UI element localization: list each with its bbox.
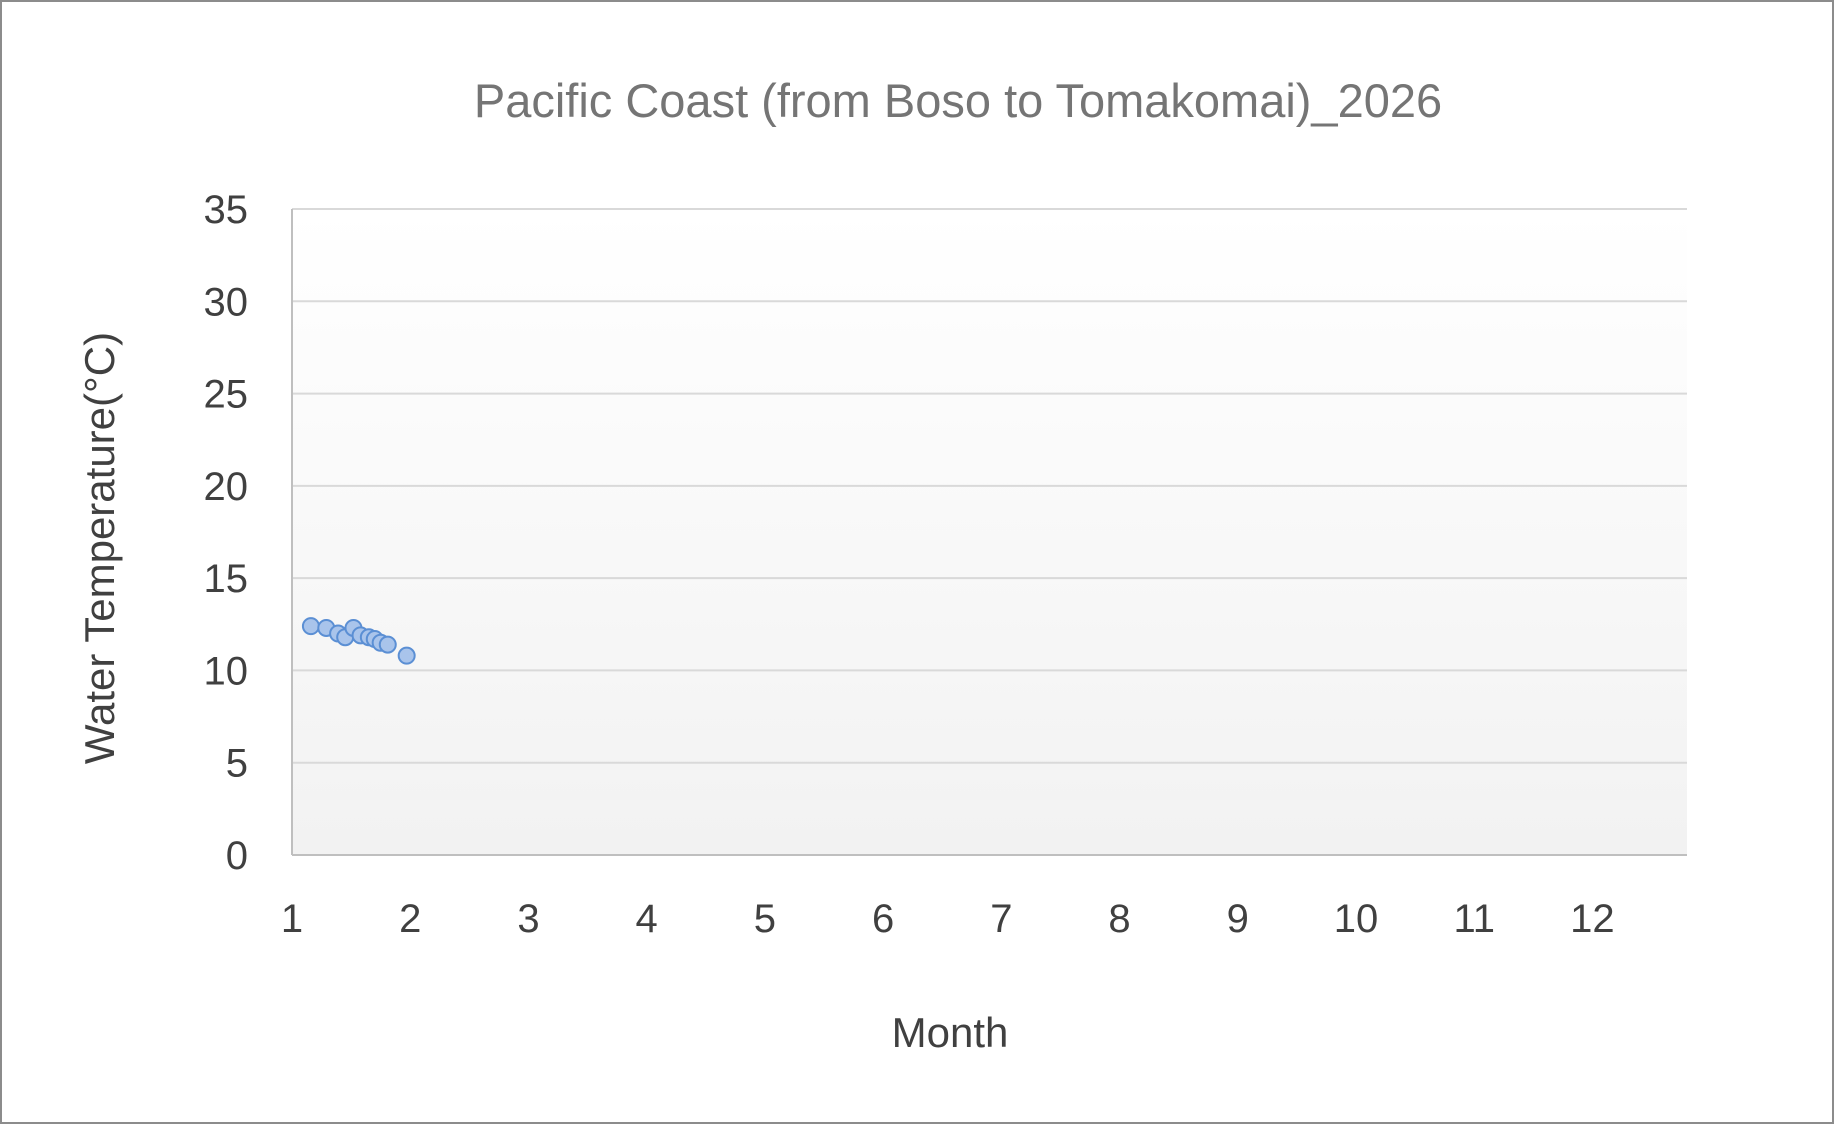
y-tick-label: 25 <box>204 373 249 417</box>
y-tick-label: 35 <box>204 188 249 232</box>
data-point <box>378 635 397 654</box>
plot-area <box>292 209 1687 855</box>
x-tick-label: 2 <box>399 897 421 941</box>
y-tick-label: 20 <box>204 465 249 509</box>
chart-title: Pacific Coast (from Boso to Tomakomai)_2… <box>474 74 1442 127</box>
x-tick-label: 5 <box>754 897 776 941</box>
x-axis-title: Month <box>892 1009 1009 1056</box>
y-tick-label: 30 <box>204 280 249 324</box>
y-tick-label: 15 <box>204 557 249 601</box>
x-tick-label: 9 <box>1227 897 1249 941</box>
x-tick-label: 7 <box>990 897 1012 941</box>
x-tick-label: 1 <box>281 897 303 941</box>
x-tick-label: 10 <box>1334 897 1379 941</box>
x-tick-label: 3 <box>517 897 539 941</box>
y-tick-labels: 0 5 10 15 20 25 30 35 <box>204 188 249 878</box>
x-tick-label: 6 <box>872 897 894 941</box>
x-tick-label: 11 <box>1453 897 1495 941</box>
x-tick-labels: 1 2 3 4 5 6 7 8 9 10 11 12 <box>281 897 1615 941</box>
data-point <box>301 617 320 636</box>
y-tick-label: 10 <box>204 649 249 693</box>
y-tick-label: 5 <box>226 742 248 786</box>
y-tick-label: 0 <box>226 834 248 878</box>
x-tick-label: 4 <box>636 897 658 941</box>
y-axis-title: Water Temperature(°C) <box>76 332 123 764</box>
data-point <box>397 646 416 665</box>
x-tick-label: 12 <box>1570 897 1615 941</box>
gridlines <box>292 208 1687 764</box>
data-points <box>301 617 416 665</box>
x-tick-label: 8 <box>1108 897 1130 941</box>
